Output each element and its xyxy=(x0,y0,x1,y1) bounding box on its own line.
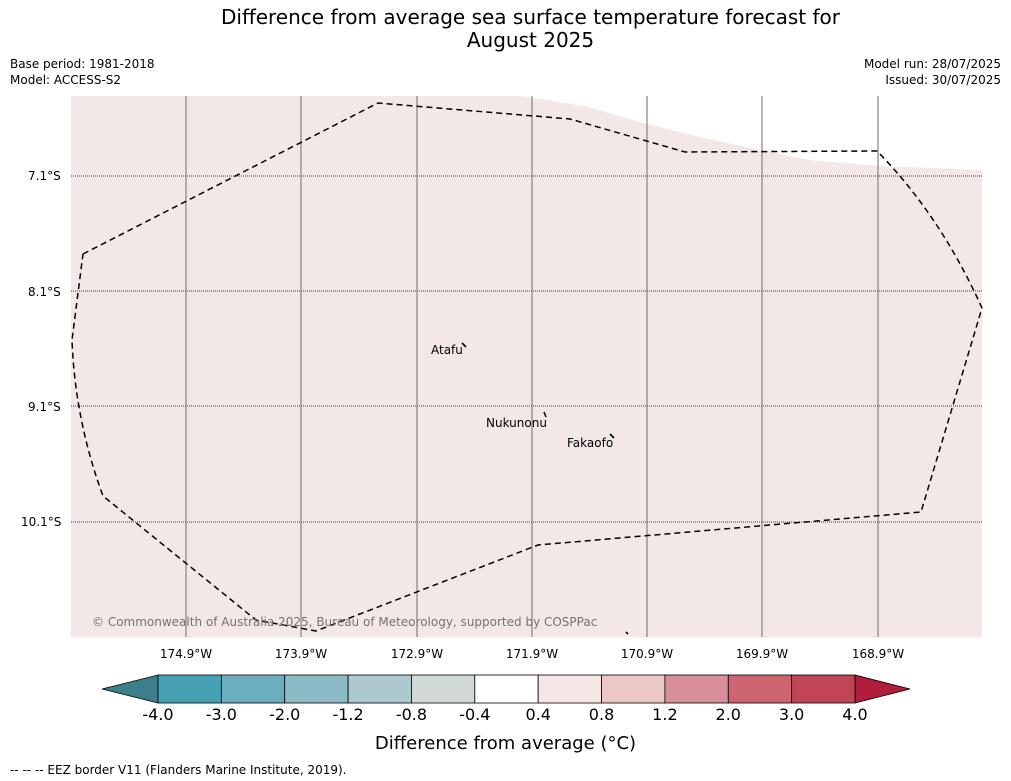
colorbar-segment xyxy=(157,674,222,704)
atafu-atoll xyxy=(461,342,467,348)
title-line-2: August 2025 xyxy=(466,28,595,52)
lat-label-7-1: 7.1°S xyxy=(28,169,61,183)
colorbar-segment xyxy=(791,674,856,704)
colorbar-tick-label: -0.4 xyxy=(459,705,491,724)
colorbar-segment xyxy=(347,674,412,704)
lat-label-10-1: 10.1°S xyxy=(21,515,62,529)
colorbar-segment xyxy=(664,674,729,704)
copyright-notice: © Commonwealth of Australia 2025, Bureau… xyxy=(92,615,598,629)
colorbar-tick-label: -3.0 xyxy=(205,705,237,724)
place-label-fakaofo: Fakaofo xyxy=(567,436,614,450)
colorbar-segment xyxy=(220,674,286,704)
issued-date: Issued: 30/07/2025 xyxy=(885,73,1001,87)
lon-label-172-9: 172.9°W xyxy=(390,647,444,661)
lon-label-169-9: 169.9°W xyxy=(735,647,789,661)
meta-left: Base period: 1981-2018 Model: ACCESS-S2 xyxy=(10,56,155,88)
place-label-atafu: Atafu xyxy=(431,343,463,357)
lon-label-174-9: 174.9°W xyxy=(159,647,213,661)
colorbar-segment xyxy=(474,674,539,704)
colorbar-tick-label: 0.4 xyxy=(525,705,551,724)
lon-label-173-9: 173.9°W xyxy=(274,647,328,661)
colorbar-tick-label: -1.2 xyxy=(332,705,364,724)
longitude-gridlines xyxy=(185,96,879,637)
colorbar-tick-label: -2.0 xyxy=(269,705,301,724)
colorbar-tick-label: 2.0 xyxy=(715,705,741,724)
base-period: Base period: 1981-2018 xyxy=(10,57,155,71)
colorbar-tick-label: 0.8 xyxy=(588,705,615,724)
colorbar-tick-label: 3.0 xyxy=(778,705,805,724)
meta-right: Model run: 28/07/2025 Issued: 30/07/2025 xyxy=(864,56,1001,88)
model-run: Model run: 28/07/2025 xyxy=(863,57,1001,71)
colorbar-tick-label: -0.8 xyxy=(395,705,428,724)
colorbar-segment xyxy=(411,674,476,704)
colorbar-tick-label: 4.0 xyxy=(842,705,868,724)
colorbar-tick-label: -4.0 xyxy=(142,705,174,724)
colorbar-over-arrow xyxy=(854,674,911,704)
eez-border xyxy=(71,102,983,632)
eez-legend-note: -- -- -- EEZ border V11 (Flanders Marine… xyxy=(10,763,347,777)
islands xyxy=(461,342,629,635)
map-title: Difference from average sea surface temp… xyxy=(0,6,1011,52)
fakaofo-atoll xyxy=(609,433,615,439)
nukunonu-atoll xyxy=(543,411,547,418)
lon-label-171-9: 171.9°W xyxy=(505,647,559,661)
sst-anomaly-area xyxy=(71,96,982,637)
colorbar-under-arrow xyxy=(101,674,159,704)
colorbar-segment xyxy=(537,674,602,704)
model-name: Model: ACCESS-S2 xyxy=(10,73,122,87)
islet-mark xyxy=(625,631,629,635)
place-label-nukunonu: Nukunonu xyxy=(486,416,547,430)
lon-label-168-9: 168.9°W xyxy=(851,647,905,661)
colorbar-segment xyxy=(284,674,349,704)
lon-label-170-9: 170.9°W xyxy=(620,647,674,661)
colorbar-title: Difference from average (°C) xyxy=(374,733,637,754)
colorbar-segment xyxy=(727,674,793,704)
colorbar-segment xyxy=(601,674,666,704)
lat-label-9-1: 9.1°S xyxy=(28,400,61,414)
lat-label-8-1: 8.1°S xyxy=(28,285,61,299)
colorbar-tick-label: 1.2 xyxy=(652,705,678,724)
colorbar xyxy=(101,674,911,704)
title-line-1: Difference from average sea surface temp… xyxy=(220,5,840,29)
